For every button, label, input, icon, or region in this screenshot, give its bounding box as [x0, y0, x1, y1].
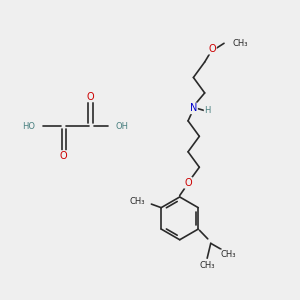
Text: O: O — [184, 178, 192, 188]
Text: O: O — [87, 92, 94, 101]
Text: H: H — [205, 106, 211, 115]
Text: CH₃: CH₃ — [200, 261, 215, 270]
Text: OH: OH — [116, 122, 129, 131]
Text: CH₃: CH₃ — [232, 39, 248, 48]
Text: CH₃: CH₃ — [129, 197, 145, 206]
Text: HO: HO — [22, 122, 36, 131]
Text: O: O — [60, 151, 68, 161]
Text: CH₃: CH₃ — [221, 250, 236, 259]
Text: N: N — [190, 103, 197, 113]
Text: O: O — [208, 44, 216, 54]
